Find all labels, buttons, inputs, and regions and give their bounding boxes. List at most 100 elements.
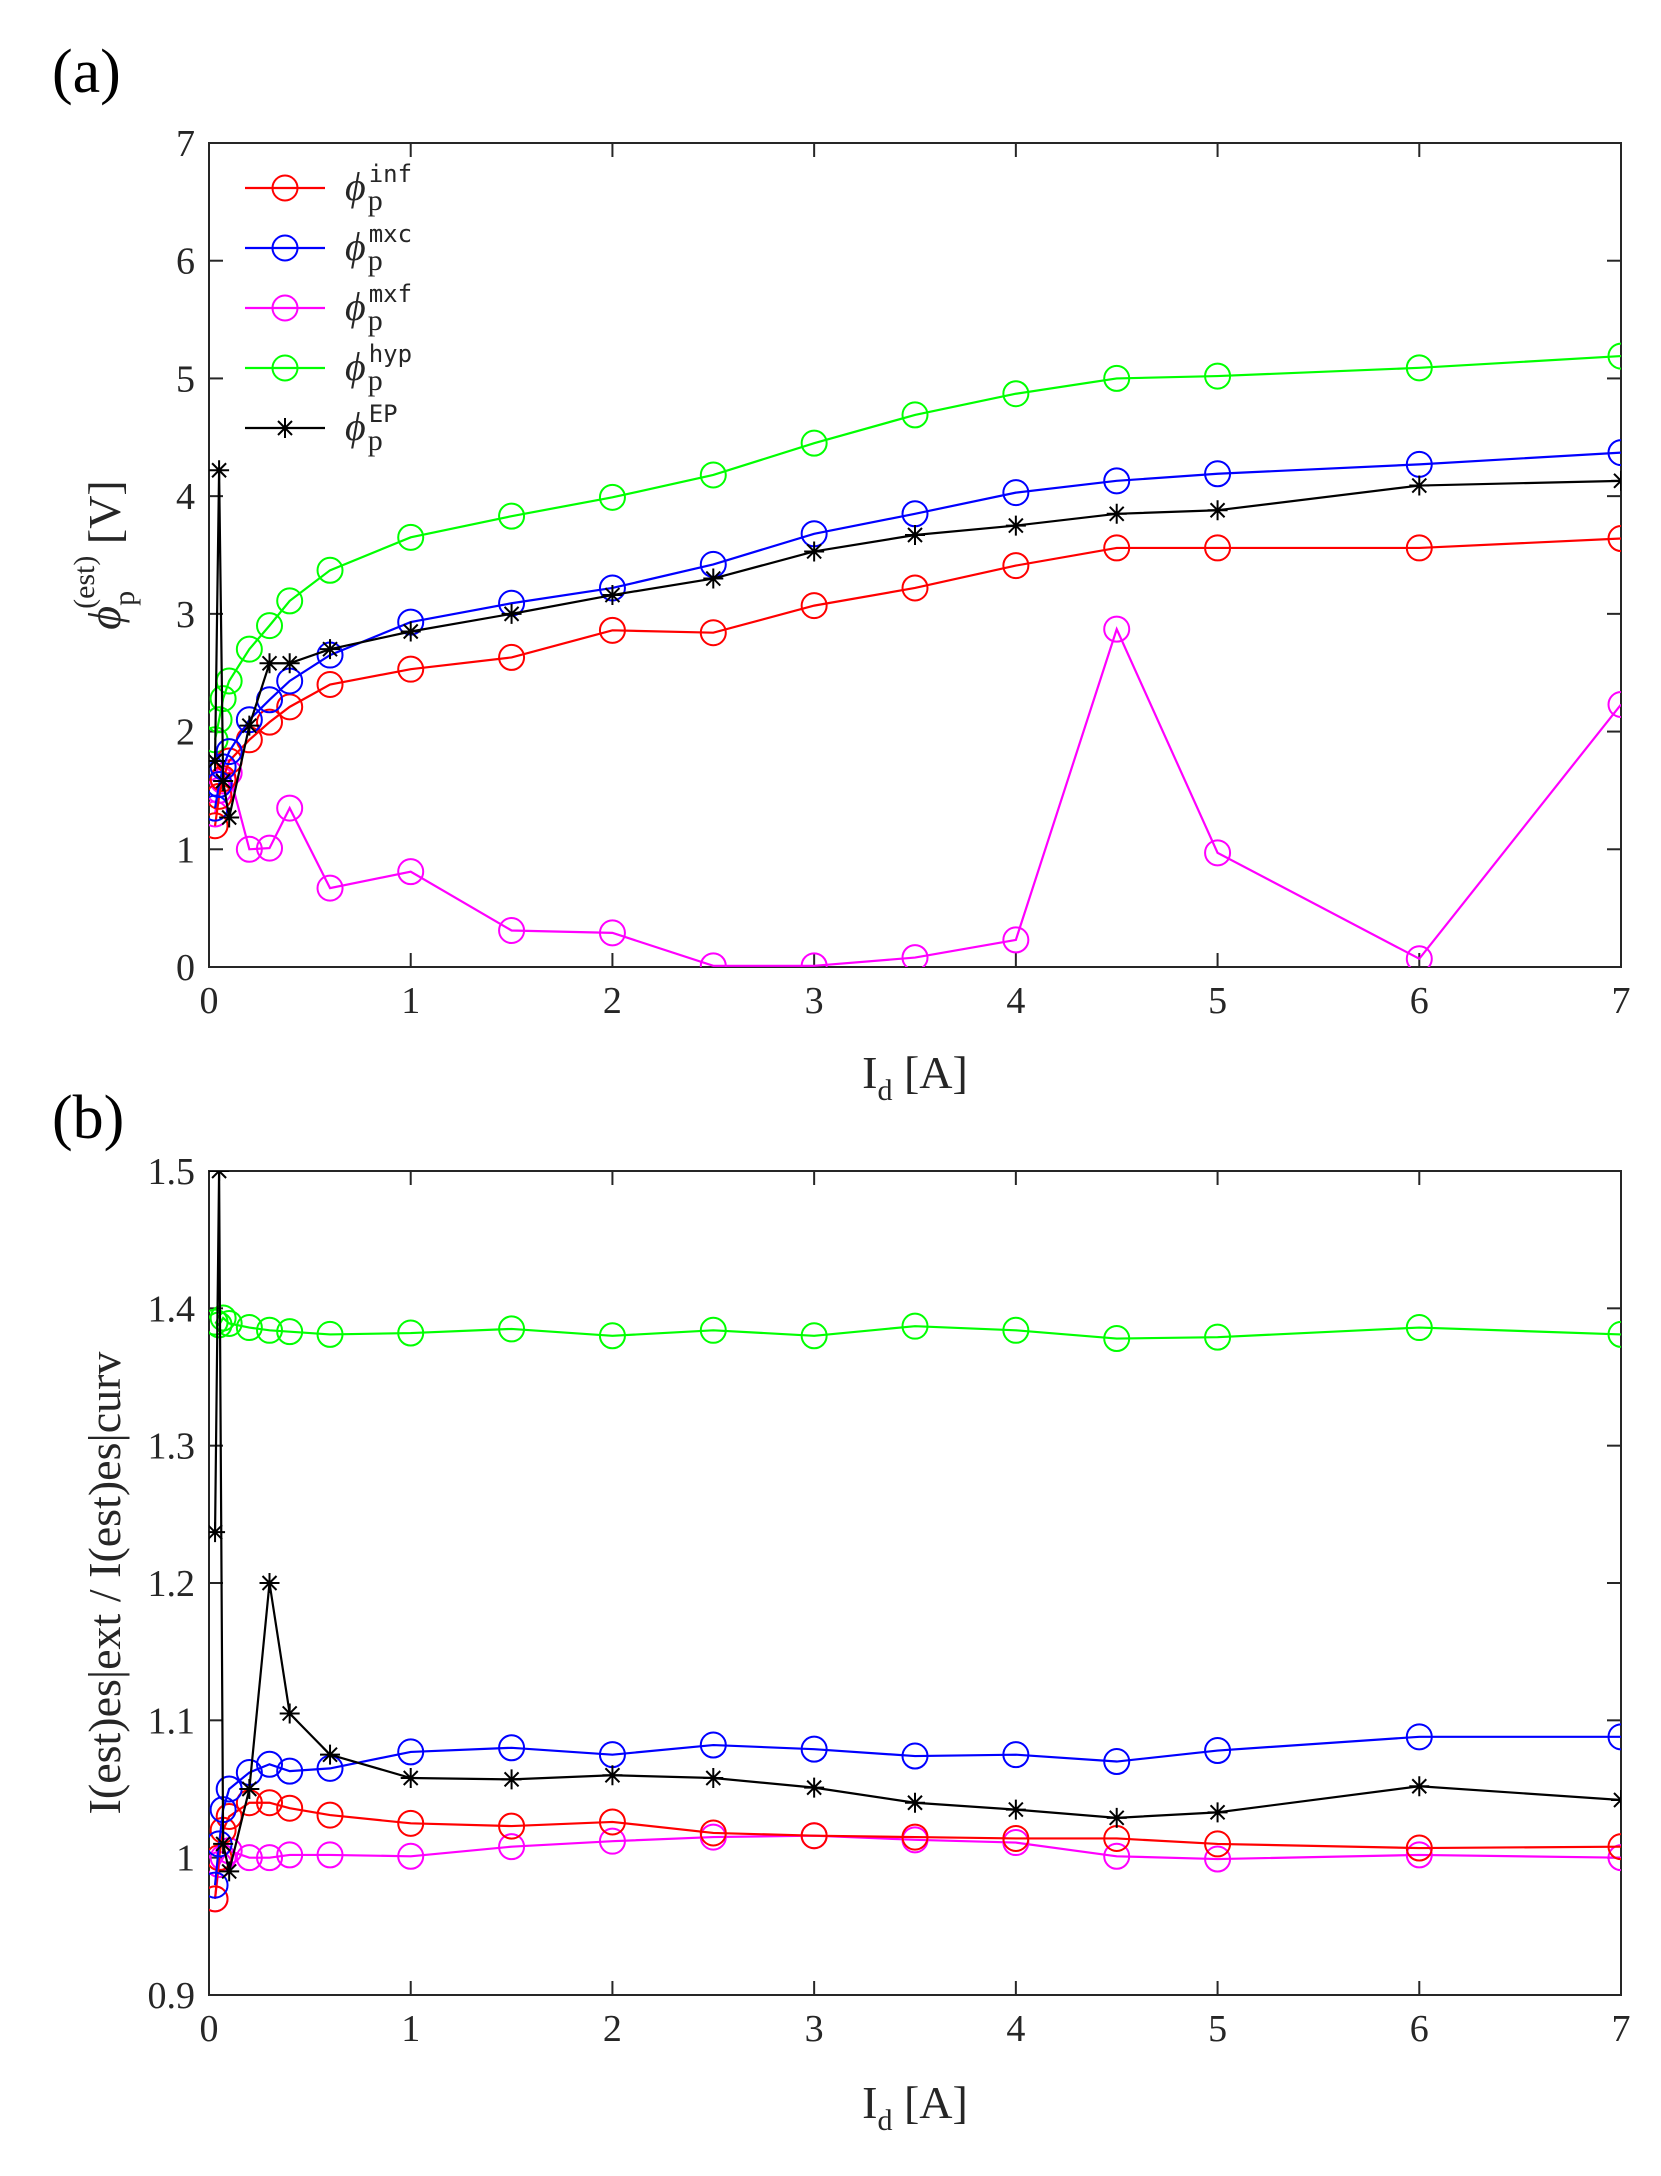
data-point-hyp bbox=[1002, 380, 1030, 408]
panel-a-xlabel-unit: [A] bbox=[892, 1047, 967, 1098]
panel-b-x-tick-label: 1 bbox=[401, 2008, 420, 2050]
panel-b-x-axis-label: Id [A] bbox=[862, 2077, 968, 2137]
data-point-hyp bbox=[498, 1315, 526, 1343]
legend-marker-mxf bbox=[271, 294, 299, 322]
data-point-EP bbox=[279, 1703, 300, 1724]
legend-label-EP: ϕpEP bbox=[345, 400, 398, 457]
data-point-EP bbox=[239, 715, 260, 736]
data-point-hyp bbox=[1002, 1316, 1030, 1344]
data-point-EP bbox=[804, 541, 825, 562]
panel-b-y-axis-label: I(est)es|ext / I(est)es|curv bbox=[79, 1352, 130, 1815]
data-point-inf bbox=[209, 812, 229, 840]
panel-a-x-tick-label: 0 bbox=[200, 980, 219, 1022]
data-point-hyp bbox=[699, 1316, 727, 1344]
data-point-EP bbox=[1207, 500, 1228, 521]
legend-item-inf: ϕpinf bbox=[245, 160, 412, 217]
data-point-hyp bbox=[1607, 1320, 1621, 1348]
data-point-EP bbox=[279, 653, 300, 674]
data-point-hyp bbox=[209, 706, 233, 734]
data-point-mxc bbox=[901, 1742, 929, 1770]
data-point-hyp bbox=[256, 1316, 284, 1344]
legend-marker-inf bbox=[271, 174, 299, 202]
data-point-EP bbox=[239, 1779, 260, 1799]
data-point-mxf bbox=[1607, 1844, 1621, 1872]
panel-a-xlabel-main: I bbox=[862, 1047, 877, 1098]
data-point-inf bbox=[1204, 534, 1232, 562]
data-point-EP bbox=[1207, 1802, 1228, 1823]
panel-b-xlabel-unit: [A] bbox=[892, 2077, 967, 2128]
data-point-inf bbox=[256, 708, 284, 736]
data-point-inf bbox=[1405, 1834, 1433, 1862]
data-point-mxc bbox=[1002, 479, 1030, 507]
panel-a-ylabel-sup: (est) bbox=[68, 556, 101, 609]
data-point-mxc bbox=[397, 1738, 425, 1766]
data-point-hyp bbox=[1405, 354, 1433, 382]
panel-b-ticks: 0 1 2 3 4 5 6 7 0.9 1 1.1 1.2 1.3 1.4 1.5 bbox=[148, 1151, 1631, 2050]
data-point-EP bbox=[400, 621, 421, 642]
panel-b-y-tick-label: 1.5 bbox=[148, 1151, 196, 1193]
panel-a-ylabel-unit: [V] bbox=[79, 480, 130, 555]
data-point-mxf bbox=[1204, 839, 1232, 867]
data-point-mxc bbox=[1607, 439, 1621, 467]
data-point-mxc bbox=[276, 1757, 304, 1785]
panel-b-y-tick-label: 1.4 bbox=[148, 1288, 196, 1330]
series-line-inf bbox=[213, 537, 1621, 826]
data-point-inf bbox=[901, 574, 929, 602]
data-point-mxc bbox=[209, 771, 233, 799]
data-point-hyp bbox=[235, 1314, 263, 1342]
data-point-mxf bbox=[598, 919, 626, 947]
data-point-EP bbox=[213, 771, 234, 792]
data-point-EP bbox=[219, 807, 240, 828]
data-point-EP bbox=[905, 524, 925, 545]
panel-b-plot-area bbox=[209, 1171, 1621, 1913]
data-point-mxf bbox=[1405, 945, 1433, 967]
data-point-EP bbox=[1409, 1776, 1430, 1797]
data-point-hyp bbox=[901, 1312, 929, 1340]
data-point-inf bbox=[397, 655, 425, 683]
data-point-mxf bbox=[397, 858, 425, 886]
data-point-mxc bbox=[1607, 1723, 1621, 1751]
data-point-inf bbox=[256, 1789, 284, 1817]
data-point-inf bbox=[1607, 1833, 1621, 1861]
panel-b-xlabel-main: I bbox=[862, 2077, 877, 2128]
data-point-inf bbox=[800, 592, 828, 620]
legend-label-mxc: ϕpmxc bbox=[345, 220, 412, 277]
data-point-mxf bbox=[800, 952, 828, 967]
data-point-hyp bbox=[1405, 1314, 1433, 1342]
data-point-mxc bbox=[1204, 460, 1232, 488]
data-point-EP bbox=[602, 1765, 623, 1786]
data-point-hyp bbox=[498, 502, 526, 530]
legend-label-mxf: ϕpmxf bbox=[345, 280, 412, 337]
data-point-mxf bbox=[276, 1841, 304, 1869]
data-point-hyp bbox=[316, 1320, 344, 1348]
data-point-hyp bbox=[256, 612, 284, 640]
panel-b-y-tick-label: 0.9 bbox=[148, 1975, 196, 2017]
series-line-hyp bbox=[213, 354, 1621, 741]
legend-label-hyp: ϕphyp bbox=[345, 340, 412, 397]
panel-letter-a: (a) bbox=[52, 38, 121, 106]
legend-item-mxc: ϕpmxc bbox=[245, 220, 412, 277]
data-point-EP bbox=[804, 1777, 825, 1798]
panel-b-series-mxc bbox=[209, 1723, 1621, 1899]
data-point-mxc bbox=[699, 1731, 727, 1759]
panel-a-y-tick-label: 3 bbox=[176, 594, 195, 636]
data-point-mxf bbox=[256, 1844, 284, 1872]
data-point-hyp bbox=[1204, 1323, 1232, 1351]
panel-a-y-tick-label: 6 bbox=[176, 241, 195, 283]
legend-marker-mxc bbox=[271, 234, 299, 262]
data-point-hyp bbox=[1204, 362, 1232, 390]
data-point-inf bbox=[276, 1794, 304, 1822]
data-point-EP bbox=[209, 1522, 226, 1543]
series-line-mxc bbox=[213, 451, 1621, 809]
data-point-inf bbox=[316, 1801, 344, 1829]
data-point-mxf bbox=[598, 1827, 626, 1855]
panel-a-xlabel-sub: d bbox=[877, 1074, 892, 1107]
panel-a-y-tick-label: 4 bbox=[176, 476, 195, 518]
data-point-mxf bbox=[901, 944, 929, 967]
data-point-EP bbox=[259, 653, 280, 674]
data-point-EP bbox=[320, 1744, 341, 1765]
panel-a-series-EP bbox=[209, 460, 1621, 828]
data-point-inf bbox=[498, 643, 526, 671]
